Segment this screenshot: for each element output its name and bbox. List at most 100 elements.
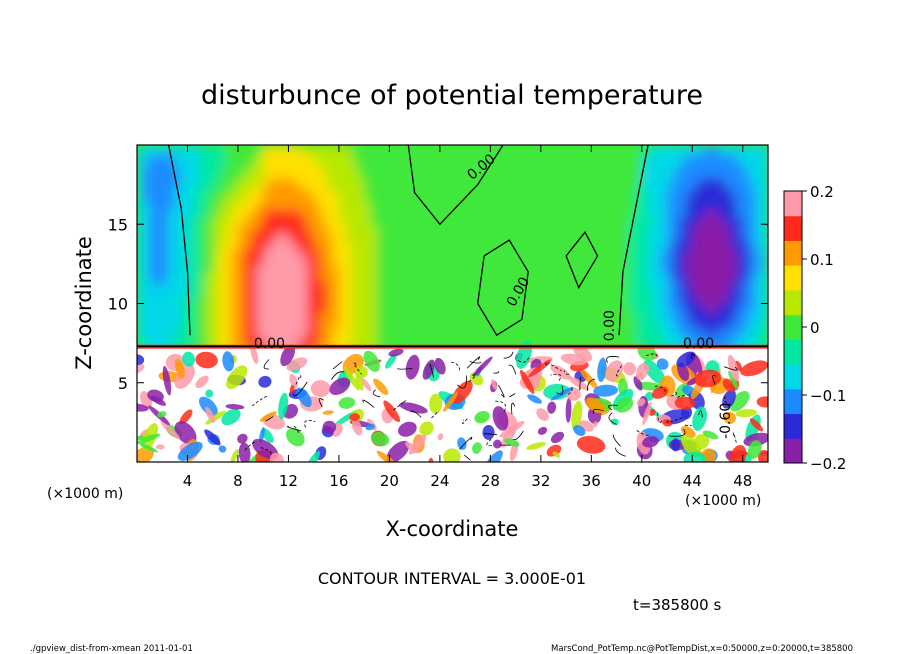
contour-line	[615, 447, 626, 457]
field-cell	[326, 255, 335, 266]
field-cell	[433, 184, 442, 195]
field-cell	[730, 311, 738, 321]
field-cell	[345, 263, 354, 274]
field-cell	[521, 216, 530, 226]
field-cell	[389, 319, 398, 329]
field-cell	[679, 311, 688, 321]
field-cell	[452, 224, 461, 234]
field-cell	[755, 145, 764, 155]
field-cell	[332, 176, 341, 187]
field-cell	[143, 192, 152, 202]
field-cell	[288, 200, 297, 210]
field-cell	[212, 232, 221, 242]
field-cell	[389, 295, 398, 305]
field-cell	[534, 279, 543, 290]
field-cell	[282, 279, 290, 290]
field-cell	[219, 208, 227, 218]
field-cell	[458, 271, 467, 282]
field-cell	[294, 200, 303, 210]
field-cell	[755, 335, 764, 345]
field-cell	[616, 319, 625, 329]
field-cell	[553, 168, 562, 179]
field-cell	[566, 319, 574, 329]
field-cell	[502, 271, 511, 282]
field-cell	[679, 168, 688, 179]
contour-line	[467, 356, 481, 369]
field-cell	[673, 327, 682, 337]
field-cell	[717, 152, 726, 163]
field-cell	[389, 192, 398, 202]
field-cell	[319, 208, 328, 218]
field-cell	[654, 160, 663, 171]
field-cell	[578, 200, 587, 210]
field-cell	[723, 279, 732, 290]
field-cell	[723, 152, 732, 163]
field-cell	[477, 200, 486, 210]
field-cell	[559, 192, 568, 202]
field-cell	[622, 327, 631, 337]
field-cell	[370, 311, 379, 321]
field-cell	[231, 335, 240, 345]
field-cell	[597, 200, 606, 210]
turbulence-blob	[683, 451, 706, 462]
field-cell	[200, 216, 208, 226]
field-cell	[629, 200, 637, 210]
field-cell	[193, 263, 202, 274]
field-cell	[155, 303, 164, 313]
field-cell	[673, 160, 682, 171]
field-cell	[402, 303, 410, 313]
field-cell	[174, 311, 183, 321]
field-cell	[288, 335, 297, 345]
field-cell	[168, 287, 177, 298]
field-cell	[515, 240, 524, 250]
field-cell	[755, 208, 764, 218]
field-cell	[345, 224, 354, 234]
field-cell	[174, 232, 183, 242]
field-cell	[351, 232, 360, 242]
field-cell	[509, 311, 518, 321]
field-cell	[420, 160, 429, 171]
turbulence-blob	[278, 392, 289, 420]
field-cell	[389, 232, 398, 242]
turbulence-blob	[344, 366, 360, 391]
field-cell	[496, 271, 505, 282]
field-cell	[667, 160, 675, 171]
field-cell	[711, 145, 720, 155]
field-cell	[181, 303, 189, 313]
field-cell	[187, 303, 196, 313]
field-cell	[673, 248, 682, 258]
field-cell	[187, 335, 196, 345]
field-cell	[528, 176, 537, 187]
field-cell	[742, 279, 751, 290]
field-cell	[263, 271, 272, 282]
field-cell	[351, 160, 360, 171]
field-cell	[761, 145, 768, 155]
field-cell	[597, 303, 606, 313]
field-cell	[578, 168, 587, 179]
field-cell	[629, 184, 637, 195]
field-cell	[338, 232, 347, 242]
field-cell	[591, 176, 600, 187]
turbulence-blob	[452, 380, 473, 404]
field-cell	[641, 248, 650, 258]
field-cell	[250, 287, 259, 298]
field-cell	[319, 168, 328, 179]
field-cell	[711, 176, 720, 187]
field-cell	[534, 184, 543, 195]
field-cell	[477, 176, 486, 187]
field-cell	[206, 152, 215, 163]
field-cell	[685, 184, 694, 195]
field-cell	[162, 152, 171, 163]
field-cell	[212, 176, 221, 187]
field-cell	[540, 176, 549, 187]
field-cell	[597, 327, 606, 337]
field-cell	[629, 327, 637, 337]
field-cell	[414, 240, 423, 250]
field-cell	[414, 224, 423, 234]
x-tick-label: 32	[531, 472, 550, 490]
field-cell	[761, 263, 768, 274]
field-cell	[338, 224, 347, 234]
field-cell	[749, 232, 757, 242]
field-cell	[244, 232, 253, 242]
field-cell	[540, 160, 549, 171]
